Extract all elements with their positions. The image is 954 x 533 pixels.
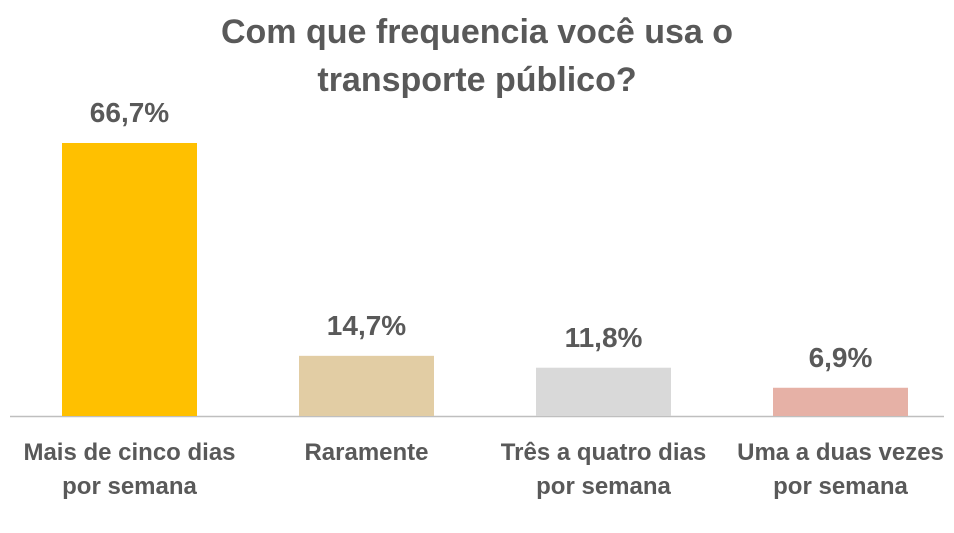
x-tick-label: Raramente	[304, 439, 429, 466]
x-tick-label: Uma a duas vezes por semana	[737, 439, 944, 500]
bar	[299, 355, 434, 416]
x-tick-label: Mais de cinco dias por semana	[23, 439, 236, 500]
bar	[536, 367, 671, 416]
bar	[773, 387, 908, 416]
chart-title: Com que frequencia você usa o transporte…	[220, 13, 734, 99]
value-label: 11,8%	[564, 321, 643, 353]
value-label: 66,7%	[89, 96, 170, 128]
bar	[62, 142, 197, 417]
x-tick-label: Três a quatro dias por semana	[500, 439, 707, 500]
value-label: 6,9%	[808, 341, 873, 373]
value-label: 14,7%	[326, 309, 407, 341]
